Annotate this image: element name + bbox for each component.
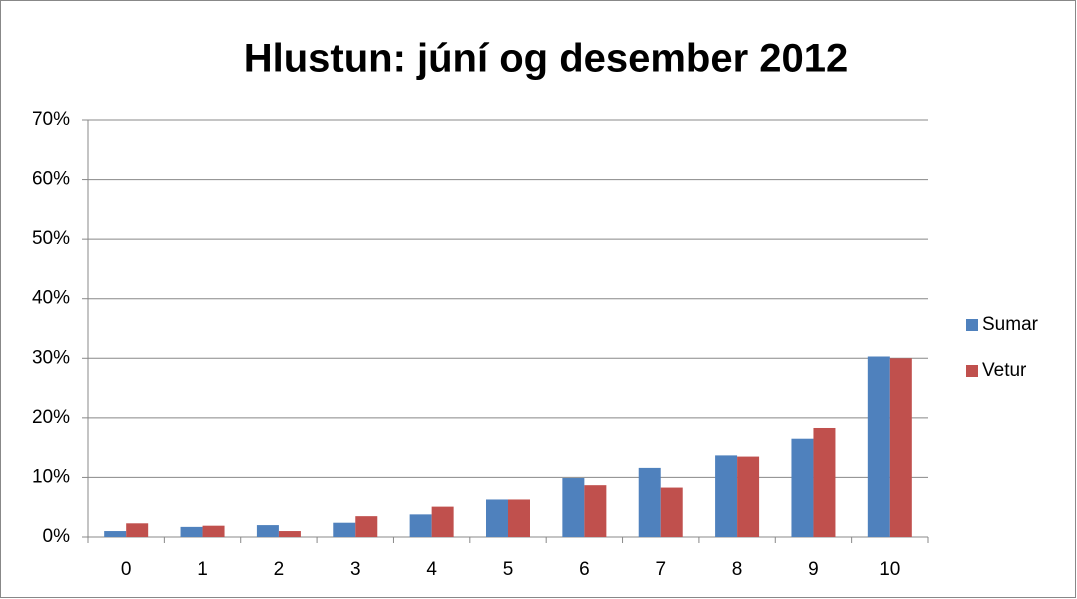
bar	[202, 525, 225, 537]
bar	[126, 523, 149, 537]
x-tick-label: 4	[426, 559, 437, 580]
y-tick-label: 60%	[32, 169, 70, 190]
x-tick-label: 1	[197, 559, 208, 580]
x-tick-label: 0	[121, 559, 132, 580]
x-tick-label: 3	[350, 559, 361, 580]
legend-label: Vetur	[982, 360, 1027, 381]
bar	[508, 499, 530, 537]
y-tick-label: 10%	[32, 466, 70, 487]
bar	[715, 455, 738, 537]
bar	[431, 506, 454, 537]
legend-swatch	[966, 319, 978, 331]
bar	[486, 499, 508, 537]
legend-label: Sumar	[982, 314, 1039, 335]
y-tick-label: 0%	[43, 526, 71, 547]
bar	[104, 531, 127, 537]
bar	[638, 467, 661, 537]
x-tick-label: 9	[808, 559, 819, 580]
bar	[889, 358, 912, 537]
y-tick-label: 20%	[32, 407, 70, 428]
y-tick-label: 30%	[32, 347, 70, 368]
x-tick-label: 5	[503, 559, 514, 580]
bar	[355, 516, 378, 537]
x-tick-label: 2	[274, 559, 285, 580]
bar	[867, 356, 890, 537]
bar	[278, 531, 301, 537]
bar	[409, 514, 432, 537]
bar	[584, 485, 607, 537]
chart-title: Hlustun: júní og desember 2012	[244, 37, 849, 81]
x-tick-label: 10	[879, 559, 900, 580]
bar	[791, 438, 814, 537]
x-tick-label: 7	[655, 559, 666, 580]
y-tick-label: 50%	[32, 228, 70, 249]
bar	[256, 525, 279, 537]
y-tick-label: 40%	[32, 288, 70, 309]
bar	[660, 487, 683, 537]
bar	[737, 456, 760, 537]
bar	[813, 427, 836, 537]
bar	[562, 478, 585, 537]
bar	[333, 522, 356, 537]
x-tick-label: 6	[579, 559, 590, 580]
bar	[180, 526, 203, 537]
y-tick-label: 70%	[32, 109, 70, 130]
x-tick-label: 8	[732, 559, 743, 580]
legend-swatch	[966, 365, 978, 377]
